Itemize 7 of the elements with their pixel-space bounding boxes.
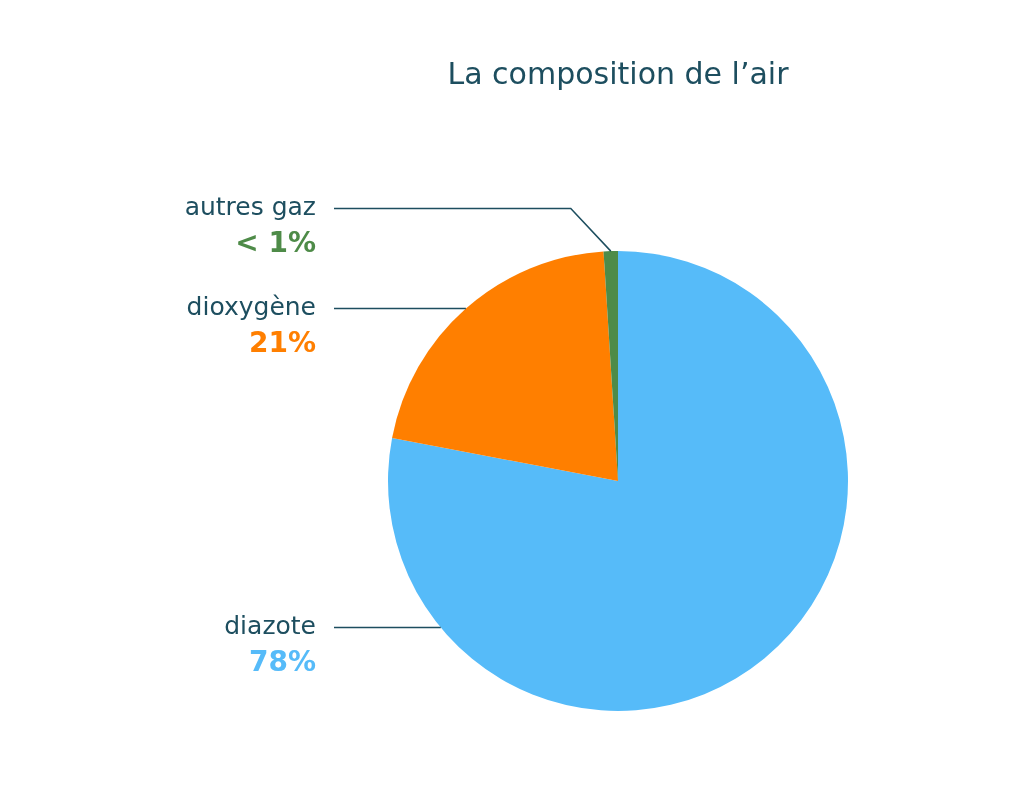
data-label: 78%: [248, 644, 316, 678]
chart-title: La composition de l’air: [447, 55, 790, 91]
slice-label: autres gaz: [184, 191, 316, 221]
data-label: < 1%: [235, 225, 316, 259]
data-label: 21%: [248, 325, 316, 359]
slice-label: diazote: [224, 611, 316, 641]
slice-label: dioxygène: [186, 291, 316, 321]
